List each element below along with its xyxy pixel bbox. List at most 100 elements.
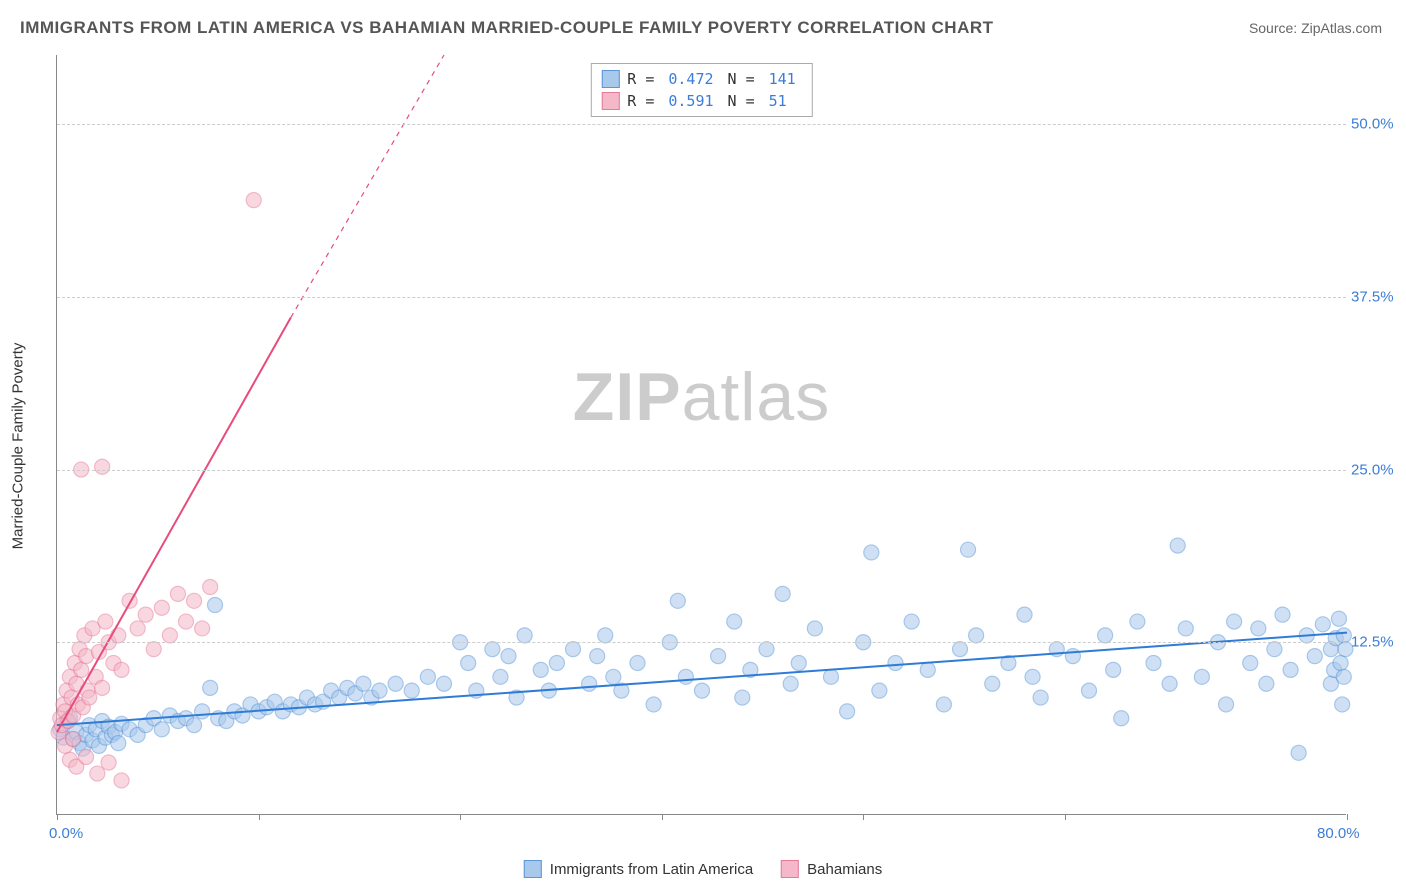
data-point: [1307, 649, 1322, 664]
data-point: [735, 690, 750, 705]
data-point: [670, 593, 685, 608]
data-point: [566, 642, 581, 657]
gridline-h: [57, 297, 1346, 298]
y-axis-label: Married-Couple Family Poverty: [10, 343, 27, 550]
data-point: [1017, 607, 1032, 622]
n-value-1: 141: [763, 70, 802, 88]
data-point: [904, 614, 919, 629]
scatter-svg: [57, 55, 1346, 814]
data-point: [138, 607, 153, 622]
gridline-h: [57, 470, 1346, 471]
x-tick: [863, 814, 864, 820]
trend-line: [291, 55, 444, 318]
data-point: [208, 597, 223, 612]
data-point: [985, 676, 1000, 691]
data-point: [590, 649, 605, 664]
x-tick: [57, 814, 58, 820]
data-point: [493, 669, 508, 684]
data-point: [203, 580, 218, 595]
data-point: [66, 732, 81, 747]
data-point: [501, 649, 516, 664]
data-point: [485, 642, 500, 657]
r-value-1: 0.472: [662, 70, 719, 88]
r-label-2: R =: [627, 92, 654, 110]
data-point: [1178, 621, 1193, 636]
chart-plot-area: ZIPatlas R = 0.472 N = 141 R = 0.591 N =…: [56, 55, 1346, 815]
data-point: [101, 755, 116, 770]
data-point: [936, 697, 951, 712]
data-point: [1033, 690, 1048, 705]
x-tick-label: 80.0%: [1317, 825, 1360, 842]
data-point: [114, 662, 129, 677]
x-tick-label: 0.0%: [49, 825, 83, 842]
data-point: [1336, 669, 1351, 684]
data-point: [783, 676, 798, 691]
data-point: [420, 669, 435, 684]
data-point: [82, 690, 97, 705]
data-point: [582, 676, 597, 691]
x-tick: [1347, 814, 1348, 820]
data-point: [98, 614, 113, 629]
data-point: [1162, 676, 1177, 691]
data-point: [1130, 614, 1145, 629]
gridline-h: [57, 642, 1346, 643]
data-point: [90, 766, 105, 781]
data-point: [1333, 656, 1348, 671]
legend-swatch-1: [601, 70, 619, 88]
legend-bottom-label-2: Bahamians: [807, 861, 882, 878]
data-point: [372, 683, 387, 698]
x-tick: [460, 814, 461, 820]
legend-row-series-2: R = 0.591 N = 51: [601, 90, 801, 112]
x-tick: [1065, 814, 1066, 820]
data-point: [1098, 628, 1113, 643]
data-point: [549, 656, 564, 671]
data-point: [872, 683, 887, 698]
data-point: [111, 736, 126, 751]
correlation-legend: R = 0.472 N = 141 R = 0.591 N = 51: [590, 63, 812, 117]
data-point: [864, 545, 879, 560]
data-point: [95, 459, 110, 474]
data-point: [1025, 669, 1040, 684]
data-point: [130, 621, 145, 636]
data-point: [187, 718, 202, 733]
legend-row-series-1: R = 0.472 N = 141: [601, 68, 801, 90]
data-point: [807, 621, 822, 636]
data-point: [759, 642, 774, 657]
data-point: [461, 656, 476, 671]
data-point: [791, 656, 806, 671]
data-point: [598, 628, 613, 643]
data-point: [154, 600, 169, 615]
data-point: [533, 662, 548, 677]
data-point: [517, 628, 532, 643]
data-point: [1227, 614, 1242, 629]
data-point: [953, 642, 968, 657]
data-point: [95, 680, 110, 695]
source-attribution: Source: ZipAtlas.com: [1249, 20, 1382, 36]
data-point: [114, 773, 129, 788]
n-value-2: 51: [763, 92, 793, 110]
y-tick-label: 50.0%: [1351, 116, 1406, 133]
data-point: [388, 676, 403, 691]
data-point: [678, 669, 693, 684]
data-point: [162, 628, 177, 643]
legend-swatch-2: [601, 92, 619, 110]
data-point: [1106, 662, 1121, 677]
data-point: [646, 697, 661, 712]
data-point: [154, 722, 169, 737]
legend-bottom-swatch-1: [524, 860, 542, 878]
data-point: [203, 680, 218, 695]
y-tick-label: 12.5%: [1351, 634, 1406, 651]
n-label-1: N =: [728, 70, 755, 88]
data-point: [969, 628, 984, 643]
data-point: [1219, 697, 1234, 712]
data-point: [1146, 656, 1161, 671]
data-point: [630, 656, 645, 671]
chart-title: IMMIGRANTS FROM LATIN AMERICA VS BAHAMIA…: [20, 18, 994, 38]
data-point: [1335, 697, 1350, 712]
r-value-2: 0.591: [662, 92, 719, 110]
series-legend: Immigrants from Latin America Bahamians: [524, 860, 882, 878]
data-point: [727, 614, 742, 629]
data-point: [1243, 656, 1258, 671]
legend-bottom-label-1: Immigrants from Latin America: [550, 861, 753, 878]
data-point: [1291, 745, 1306, 760]
